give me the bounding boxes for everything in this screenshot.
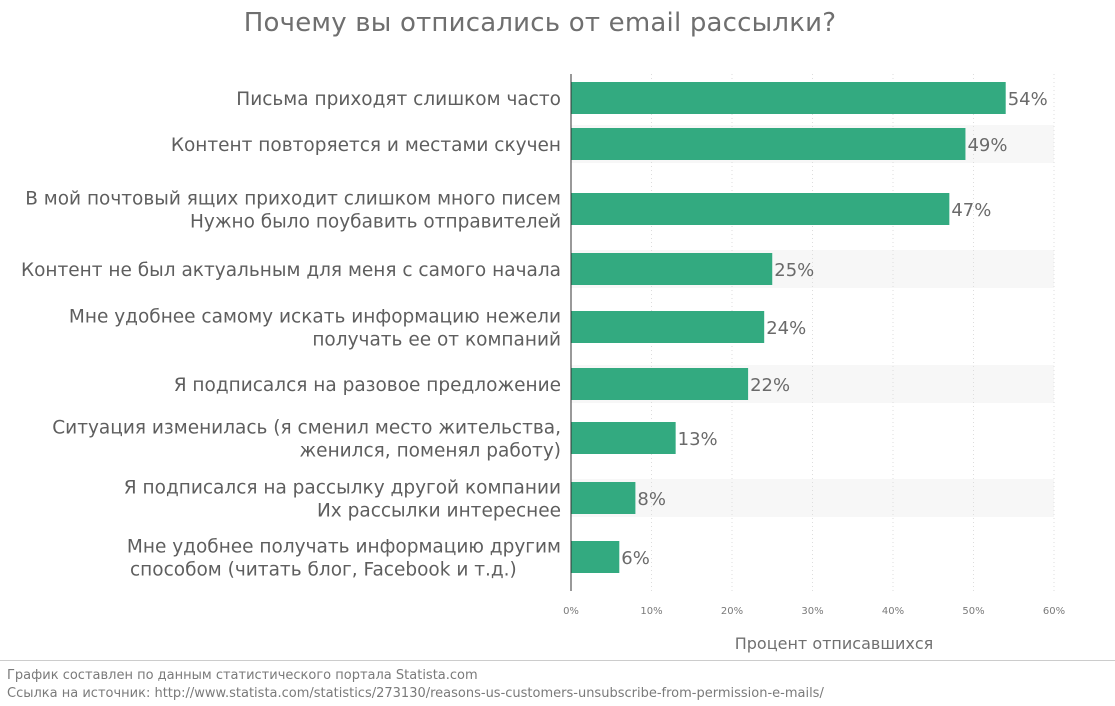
bar-value-label: 22% bbox=[750, 375, 790, 396]
bar-value-label: 47% bbox=[951, 200, 991, 221]
bar-value-label: 8% bbox=[637, 489, 666, 510]
category-label: Письма приходят слишком часто bbox=[236, 89, 561, 110]
category-label: Контент не был актуальным для меня с сам… bbox=[21, 260, 561, 281]
category-label: Я подписался на разовое предложение bbox=[174, 375, 561, 396]
bar bbox=[571, 193, 950, 225]
category-label: Я подписался на рассылку другой компании bbox=[124, 478, 561, 499]
footer-source-note: График составлен по данным статистическо… bbox=[7, 668, 478, 683]
chart-title: Почему вы отписались от email рассылки? bbox=[243, 8, 837, 38]
bar bbox=[571, 368, 749, 400]
x-axis-title: Процент отписавшихся bbox=[735, 634, 934, 653]
category-label: способом (читать блог, Facebook и т.д.) bbox=[130, 560, 517, 581]
x-tick-label: 40% bbox=[882, 606, 904, 617]
bar-value-label: 6% bbox=[621, 548, 650, 569]
category-label: Контент повторяется и местами скучен bbox=[171, 135, 561, 156]
bar bbox=[571, 82, 1006, 114]
category-label: женился, поменял работу) bbox=[300, 441, 561, 462]
bar-value-label: 24% bbox=[766, 318, 806, 339]
category-label: Мне удобнее получать информацию другим bbox=[127, 537, 561, 558]
x-tick-label: 0% bbox=[563, 606, 579, 617]
bar bbox=[571, 482, 636, 514]
x-tick-label: 60% bbox=[1043, 606, 1065, 617]
category-label: Ситуация изменилась (я сменил место жите… bbox=[52, 418, 561, 439]
category-labels: Письма приходят слишком часто Контент пов… bbox=[21, 89, 561, 581]
bar bbox=[571, 541, 620, 573]
footer-source-link: Ссылка на источник: http://www.statista.… bbox=[7, 686, 824, 701]
value-labels: 54% 49% 47% 25% 24% 22% 13% 8% 6% bbox=[621, 89, 1047, 569]
bar-value-label: 13% bbox=[678, 429, 718, 450]
x-tick-label: 20% bbox=[721, 606, 743, 617]
bar-value-label: 54% bbox=[1008, 89, 1048, 110]
footer-divider bbox=[0, 660, 1115, 661]
bar-value-label: 49% bbox=[967, 135, 1007, 156]
category-label: Их рассылки интереснее bbox=[317, 501, 561, 522]
category-label: В мой почтовый ящих приходит слишком мно… bbox=[25, 189, 561, 210]
bar bbox=[571, 422, 676, 454]
bar-chart: 54% 49% 47% 25% 24% 22% 13% 8% 6% Письма приходя… bbox=[21, 74, 1065, 653]
x-tick-label: 50% bbox=[962, 606, 984, 617]
bar-value-label: 25% bbox=[774, 260, 814, 281]
bar bbox=[571, 128, 966, 160]
x-tick-label: 30% bbox=[801, 606, 823, 617]
x-tick-labels: 0% 10% 20% 30% 40% 50% 60% bbox=[563, 606, 1065, 617]
category-label: Мне удобнее самому искать информацию неж… bbox=[69, 307, 561, 328]
bar bbox=[571, 253, 773, 285]
bars bbox=[571, 82, 1006, 573]
category-label: Нужно было поубавить отправителей bbox=[190, 212, 561, 233]
category-label: получать ее от компаний bbox=[312, 330, 561, 351]
bar bbox=[571, 311, 765, 343]
x-tick-label: 10% bbox=[640, 606, 662, 617]
